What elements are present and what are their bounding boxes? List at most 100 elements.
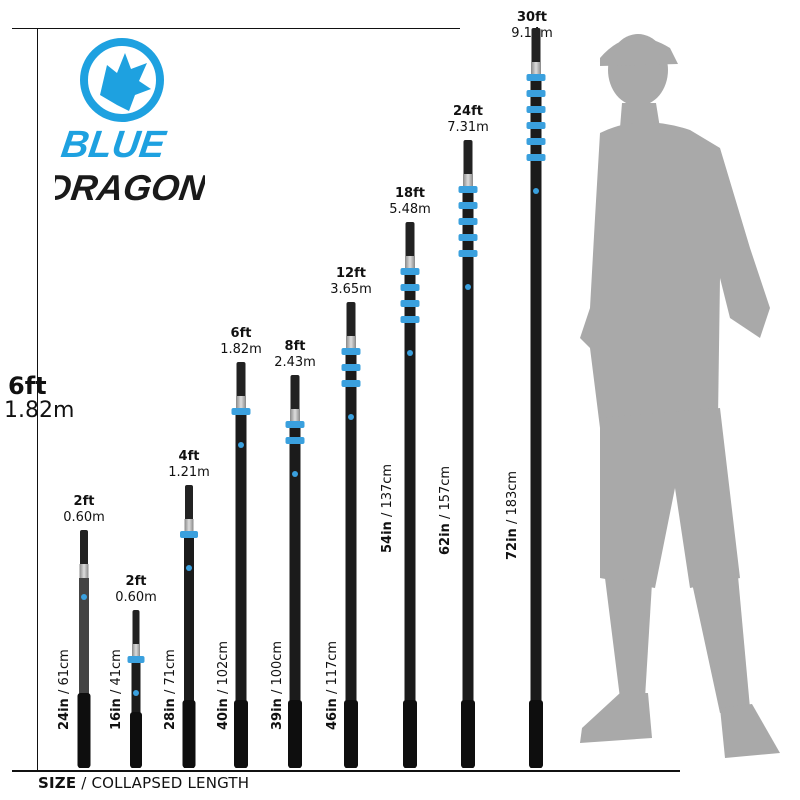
pole-ferrule (531, 62, 541, 76)
collapsed-cm: / 61cm (57, 649, 72, 699)
pole (126, 610, 146, 768)
extended-length-label: 24ft 7.31m (428, 104, 508, 136)
collapsed-length-label: 62in / 157cm (438, 466, 453, 555)
collapsed-cm: / 100cm (270, 640, 285, 699)
pole-clamp (285, 421, 305, 428)
collapsed-length-label: 54in / 137cm (380, 464, 395, 553)
svg-text:DRAGON: DRAGON (55, 167, 205, 208)
collapsed-cm: / 183cm (505, 470, 520, 529)
pole-logo-icon (348, 414, 354, 420)
extended-ft: 30ft (517, 10, 547, 25)
extended-length-label: 2ft 0.60m (44, 494, 124, 526)
collapsed-in: 16in (109, 698, 124, 730)
collapsed-length-label: 40in / 102cm (216, 641, 231, 730)
collapsed-cm: / 137cm (380, 463, 395, 522)
collapsed-length-label: 28in / 71cm (163, 649, 178, 730)
pole-tip (132, 610, 140, 644)
pole-logo-icon (238, 442, 244, 448)
ground-line (12, 770, 680, 772)
pole-clamp (400, 316, 420, 323)
size-caption-rest: / COLLAPSED LENGTH (76, 774, 250, 792)
pole-clamp (526, 90, 546, 97)
pole-clamp (127, 656, 145, 663)
collapsed-in: 28in (163, 698, 178, 730)
collapsed-cm: / 41cm (109, 649, 124, 699)
pole-clamp (458, 218, 478, 225)
pole-clamp (458, 250, 478, 257)
pole-clamp (526, 154, 546, 161)
pole-ferrule (79, 564, 89, 578)
extended-m: 5.48m (389, 202, 431, 217)
pole-grip (403, 700, 417, 768)
pole-logo-icon (186, 565, 192, 571)
pole-grip (288, 700, 302, 768)
pole-clamp (231, 408, 251, 415)
collapsed-length-label: 16in / 41cm (109, 649, 124, 730)
pole-shaft (345, 350, 357, 768)
pole-clamp (458, 234, 478, 241)
collapsed-cm: / 71cm (163, 649, 178, 699)
pole-grip (182, 700, 196, 768)
pole-clamp (400, 284, 420, 291)
extended-ft: 18ft (395, 186, 425, 201)
extended-ft: 2ft (125, 574, 147, 589)
pole-tip (346, 302, 356, 336)
pole-clamp (341, 348, 361, 355)
extended-m: 7.31m (447, 120, 489, 135)
collapsed-in: 24in (57, 698, 72, 730)
pole-clamp (341, 380, 361, 387)
pole-shaft (462, 188, 474, 768)
extended-length-label: 12ft 3.65m (311, 266, 391, 298)
pole-logo-icon (292, 471, 298, 477)
extended-ft: 4ft (178, 449, 200, 464)
collapsed-cm: / 117cm (325, 640, 340, 699)
pole-grip (234, 700, 248, 768)
pole-grip (529, 700, 543, 768)
person-silhouette (560, 18, 800, 778)
pole-tip (405, 222, 415, 256)
pole-clamp (458, 186, 478, 193)
pole-logo-icon (407, 350, 413, 356)
size-caption-bold: SIZE (38, 774, 77, 792)
pole-ferrule (132, 644, 140, 658)
pole-logo-icon (81, 594, 87, 600)
pole-clamp (341, 364, 361, 371)
pole-tip (185, 485, 193, 519)
pole-tip (236, 362, 246, 396)
pole-shaft (79, 578, 89, 768)
reference-height-m: 1.82m (4, 398, 75, 423)
pole-ferrule (236, 396, 246, 410)
pole (458, 140, 478, 768)
collapsed-length-label: 46in / 117cm (325, 641, 340, 730)
pole (231, 362, 251, 768)
pole (285, 375, 305, 768)
pole-clamp (526, 74, 546, 81)
pole (74, 530, 94, 768)
extended-m: 1.21m (168, 465, 210, 480)
extended-length-label: 2ft 0.60m (96, 574, 176, 606)
extended-m: 1.82m (220, 342, 262, 357)
blue-dragon-logo: BLUE DRAGON (43, 35, 209, 210)
pole-shaft (289, 423, 301, 768)
collapsed-length-label: 72in / 183cm (505, 471, 520, 560)
pole-ferrule (405, 256, 415, 270)
extended-length-label: 4ft 1.21m (149, 449, 229, 481)
pole-ferrule (184, 519, 194, 533)
pole-shaft (184, 533, 194, 768)
pole-tip (531, 28, 541, 62)
pole-ferrule (346, 336, 356, 350)
pole-shaft (404, 270, 416, 768)
pole-clamp (526, 122, 546, 129)
collapsed-in: 72in (505, 528, 520, 560)
extended-m: 3.65m (330, 282, 372, 297)
pole-shaft (235, 410, 247, 768)
extended-ft: 2ft (73, 494, 95, 509)
pole-tip (290, 375, 300, 409)
svg-text:BLUE: BLUE (59, 123, 170, 166)
collapsed-in: 54in (380, 521, 395, 553)
extended-length-label: 18ft 5.48m (370, 186, 450, 218)
top-reference-line (12, 28, 460, 29)
extended-length-label: 8ft 2.43m (255, 339, 335, 371)
pole-grip (461, 700, 475, 768)
